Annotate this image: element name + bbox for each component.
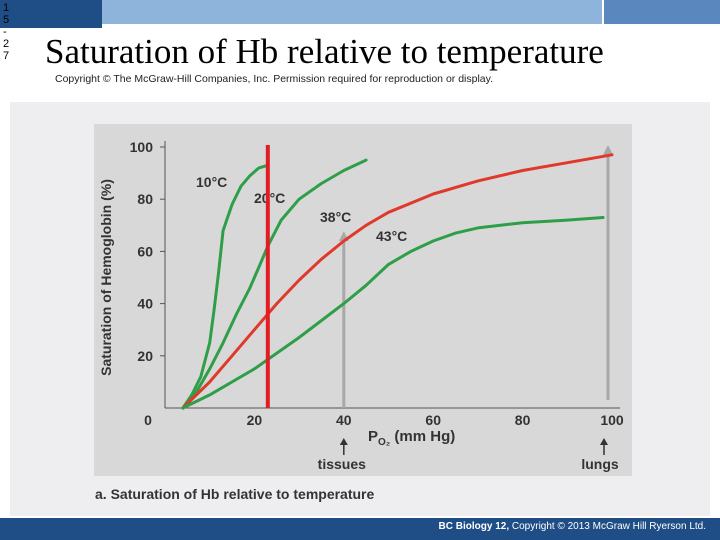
curve-10c (181, 163, 270, 410)
tissues-pointer-head (339, 438, 348, 445)
footer-copyright: Copyright © 2013 McGraw Hill Ryerson Ltd… (509, 521, 706, 532)
y-tick-label: 100 (130, 139, 154, 155)
x-tick-label: 40 (336, 412, 352, 428)
y-tick-label: 40 (137, 296, 153, 312)
x-tick-label: 80 (515, 412, 531, 428)
slide-number-char: 5 (3, 14, 10, 26)
y-axis-label: Saturation of Hemoglobin (%) (98, 179, 114, 376)
footer-book-title: BC Biology 12, (438, 521, 510, 532)
y-tick-label: 20 (137, 348, 153, 364)
copyright-notice: Copyright © The McGraw-Hill Companies, I… (55, 73, 494, 85)
slide-number-char: 1 (3, 2, 10, 14)
tissues-label: tissues (318, 456, 366, 472)
title-bar-right-block (602, 0, 720, 24)
lungs-label: lungs (581, 456, 619, 472)
x-tick-label: 0 (144, 412, 152, 428)
title-bar-left-block (0, 0, 102, 28)
series-label-38c: 38°C (320, 209, 351, 225)
lungs-pointer-head (600, 438, 608, 445)
curve-20c (181, 158, 368, 410)
x-axis-label: PO₂ (mm Hg) (368, 428, 455, 448)
plot-background (94, 124, 632, 476)
figure-caption: a. Saturation of Hb relative to temperat… (95, 486, 375, 502)
series-label-10c: 10°C (196, 174, 227, 190)
curve-38c (181, 153, 614, 410)
x-tick-label: 20 (247, 412, 263, 428)
x-tick-label: 100 (600, 412, 624, 428)
slide-number: 1 5 - 2 7 (3, 2, 15, 62)
slide-number-char: 7 (3, 50, 10, 62)
y-tick-label: 60 (137, 243, 153, 259)
y-tick-label: 80 (137, 191, 153, 207)
slide-title: Saturation of Hb relative to temperature (45, 32, 604, 71)
x-tick-label: 60 (425, 412, 441, 428)
lungs-arrow-head (603, 145, 613, 155)
slide-number-char: - (3, 26, 7, 38)
series-label-43c: 43°C (376, 228, 407, 244)
slide-number-char: 2 (3, 38, 10, 50)
curve-43c (181, 216, 605, 410)
footer-bar (0, 518, 720, 540)
footer-credit: BC Biology 12, Copyright © 2013 McGraw H… (439, 521, 706, 532)
